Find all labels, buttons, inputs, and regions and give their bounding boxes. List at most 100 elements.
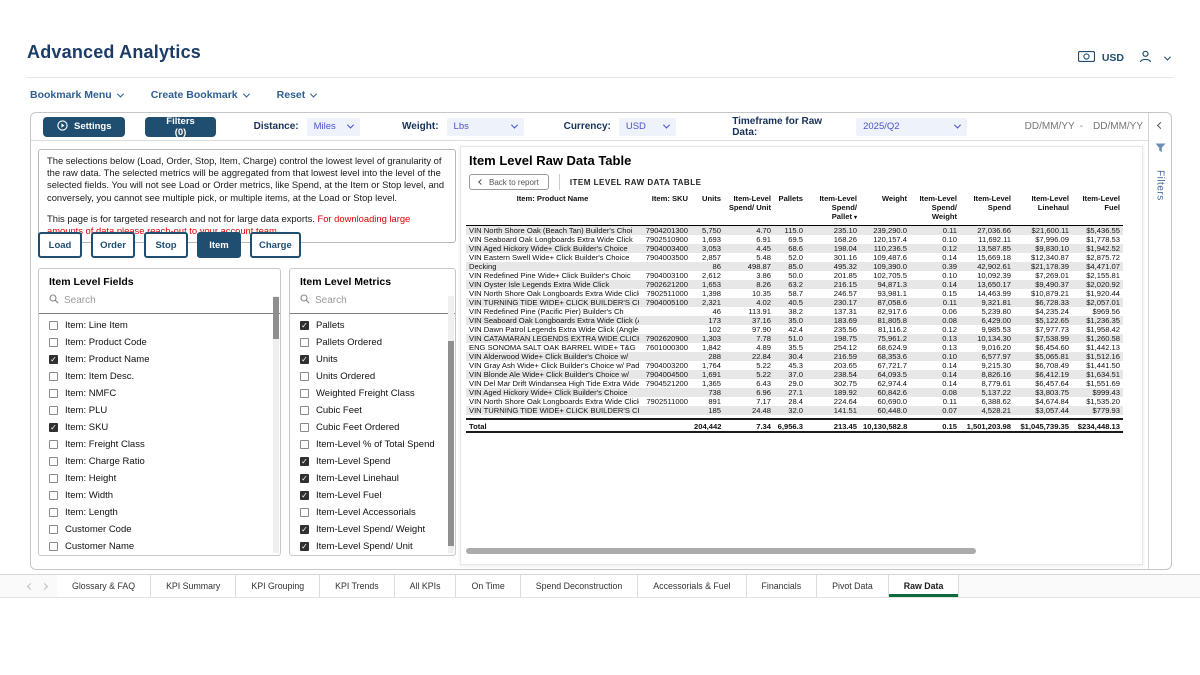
table-row[interactable]: VIN Oyster Isle Legends Extra Wide Click… [466, 279, 1123, 289]
table-row[interactable]: VIN CATAMARAN LEGENDS EXTRA WIDE CLICK 79… [466, 333, 1123, 343]
column-header-item-level-linehaul[interactable]: Item-Level Linehaul [1014, 194, 1072, 226]
column-header-item-sku[interactable]: Item: SKU [639, 194, 691, 226]
tab-all-kpis[interactable]: All KPIs [394, 575, 457, 597]
field-item-item-freight-class[interactable]: Item: Freight Class [39, 436, 280, 453]
currency-dropdown[interactable]: USD [618, 117, 677, 136]
metric-item-weighted-freight-class[interactable]: Weighted Freight Class [290, 385, 455, 402]
level-button-load[interactable]: Load [38, 232, 82, 258]
metric-item-item-level-spend-pallet[interactable]: Item-Level Spend/ Pallet [290, 555, 455, 556]
checkbox[interactable] [49, 525, 58, 534]
table-row[interactable]: Decking 86 498.87 85.0 495.32 109,390.0 0.39 42… [466, 261, 1123, 271]
filter-pane-label[interactable]: Filters [1154, 170, 1166, 201]
metrics-scrollbar-thumb[interactable] [448, 341, 454, 546]
column-header-item-level-spend-weight[interactable]: Item-Level Spend/ Weight [910, 194, 960, 226]
fields-scrollbar-track[interactable] [273, 296, 279, 553]
table-row[interactable]: VIN Redefined Pine (Pacific Pier) Builde… [466, 307, 1123, 316]
checkbox[interactable] [49, 542, 58, 551]
settings-button[interactable]: Settings [43, 116, 126, 137]
metric-item-item-level-linehaul[interactable]: Item-Level Linehaul [290, 470, 455, 487]
table-row[interactable]: VIN Aged Hickory Wide+ Click Builder's C… [466, 387, 1123, 397]
metric-item-cubic-feet[interactable]: Cubic Feet [290, 402, 455, 419]
table-row[interactable]: VIN Gray Ash Wide+ Click Builder's Choic… [466, 361, 1123, 370]
checkbox[interactable] [300, 372, 309, 381]
filters-count-button[interactable]: Filters (0) [145, 116, 216, 138]
column-header-item-product-name[interactable]: Item: Product Name [466, 194, 639, 226]
checkbox[interactable] [49, 457, 58, 466]
date-from-input[interactable] [1024, 121, 1080, 132]
funnel-icon[interactable] [1155, 140, 1166, 158]
level-button-charge[interactable]: Charge [250, 232, 301, 258]
weight-dropdown[interactable]: Lbs [446, 117, 524, 136]
checkbox[interactable] [49, 440, 58, 449]
metric-item-item-level-accessorials[interactable]: Item-Level Accessorials [290, 504, 455, 521]
tab-glossary-faq[interactable]: Glossary & FAQ [57, 575, 152, 597]
field-item-item-item-desc[interactable]: Item: Item Desc. [39, 368, 280, 385]
checkbox[interactable] [300, 474, 309, 483]
checkbox[interactable] [300, 321, 309, 330]
table-row[interactable]: VIN Dawn Patrol Legends Extra Wide Click… [466, 325, 1123, 334]
level-button-order[interactable]: Order [91, 232, 135, 258]
metric-item-item-level-fuel[interactable]: Item-Level Fuel [290, 487, 455, 504]
metric-item-item-level-spend-weight[interactable]: Item-Level Spend/ Weight [290, 521, 455, 538]
metric-item-cubic-feet-ordered[interactable]: Cubic Feet Ordered [290, 419, 455, 436]
table-row[interactable]: VIN North Shore Oak Longboards Extra Wid… [466, 289, 1123, 298]
field-item-item-plu[interactable]: Item: PLU [39, 402, 280, 419]
checkbox[interactable] [49, 474, 58, 483]
metric-item-units[interactable]: Units [290, 351, 455, 368]
field-item-customer-code[interactable]: Customer Code [39, 521, 280, 538]
tab-kpi-grouping[interactable]: KPI Grouping [236, 575, 321, 597]
checkbox[interactable] [49, 508, 58, 517]
table-row[interactable]: VIN Alderwood Wide+ Click Builder's Choi… [466, 351, 1123, 361]
column-header-weight[interactable]: Weight [860, 194, 910, 226]
checkbox[interactable] [49, 406, 58, 415]
field-item-item-width[interactable]: Item: Width [39, 487, 280, 504]
table-row[interactable]: VIN Seaboard Oak Longboards Extra Wide C… [466, 235, 1123, 244]
tab-kpi-trends[interactable]: KPI Trends [320, 575, 395, 597]
checkbox[interactable] [49, 321, 58, 330]
checkbox[interactable] [49, 355, 58, 364]
metric-item-pallets[interactable]: Pallets [290, 317, 455, 334]
level-button-stop[interactable]: Stop [144, 232, 188, 258]
checkbox[interactable] [49, 423, 58, 432]
checkbox[interactable] [300, 389, 309, 398]
field-item-item-length[interactable]: Item: Length [39, 504, 280, 521]
checkbox[interactable] [300, 508, 309, 517]
tab-raw-data[interactable]: Raw Data [888, 575, 960, 597]
timeframe-dropdown[interactable]: 2025/Q2 [856, 117, 967, 136]
column-header-item-level-spend[interactable]: Item-Level Spend [960, 194, 1014, 226]
checkbox[interactable] [49, 372, 58, 381]
field-item-item-sku[interactable]: Item: SKU [39, 419, 280, 436]
table-row[interactable]: VIN Redefined Pine Wide+ Click Builder's… [466, 271, 1123, 280]
table-row[interactable]: VIN TURNING TIDE WIDE+ CLICK BUILDER'S C… [466, 405, 1123, 415]
date-to-input[interactable] [1093, 121, 1149, 132]
metric-item-pallets-ordered[interactable]: Pallets Ordered [290, 334, 455, 351]
column-header-units[interactable]: Units [691, 194, 724, 226]
metric-item-item-level-spend-unit[interactable]: Item-Level Spend/ Unit [290, 538, 455, 555]
field-item-load-number[interactable]: Load Number [39, 555, 280, 556]
checkbox[interactable] [300, 440, 309, 449]
field-item-item-product-code[interactable]: Item: Product Code [39, 334, 280, 351]
level-button-item[interactable]: Item [197, 232, 241, 258]
table-row[interactable]: VIN TURNING TIDE WIDE+ CLICK BUILDER'S C… [466, 297, 1123, 307]
bookmark-item-bookmark-menu[interactable]: Bookmark Menu [30, 89, 124, 101]
distance-dropdown[interactable]: Miles [306, 117, 361, 136]
checkbox[interactable] [300, 423, 309, 432]
tab-kpi-summary[interactable]: KPI Summary [151, 575, 237, 597]
table-row[interactable]: ENG SONOMA SALT OAK BARREL WIDE+ T&G 7601… [466, 343, 1123, 352]
tab-nav-next-icon[interactable] [40, 582, 49, 590]
metric-item-units-ordered[interactable]: Units Ordered [290, 368, 455, 385]
column-header-pallets[interactable]: Pallets [774, 194, 806, 226]
tab-spend-deconstruction[interactable]: Spend Deconstruction [520, 575, 639, 597]
checkbox[interactable] [300, 457, 309, 466]
field-item-item-product-name[interactable]: Item: Product Name [39, 351, 280, 368]
bookmark-item-reset[interactable]: Reset [277, 89, 318, 101]
table-horizontal-scrollbar-thumb[interactable] [466, 548, 976, 554]
column-header-item-level-fuel[interactable]: Item-Level Fuel [1072, 194, 1123, 226]
table-row[interactable]: VIN Del Mar Drift Windansea High Tide Ex… [466, 379, 1123, 388]
metric-item-item-level-of-total-spend[interactable]: Item-Level % of Total Spend [290, 436, 455, 453]
tab-accessorials-fuel[interactable]: Accessorials & Fuel [638, 575, 747, 597]
table-row[interactable]: VIN Seaboard Oak Longboards Extra Wide C… [466, 315, 1123, 325]
table-row[interactable]: VIN Aged Hickory Wide+ Click Builder's C… [466, 243, 1123, 253]
column-header-item-level-spend-pallet[interactable]: Item-Level Spend/ Pallet ▾ [806, 194, 860, 226]
table-row[interactable]: VIN Eastern Swell Wide+ Click Builder's … [466, 253, 1123, 262]
